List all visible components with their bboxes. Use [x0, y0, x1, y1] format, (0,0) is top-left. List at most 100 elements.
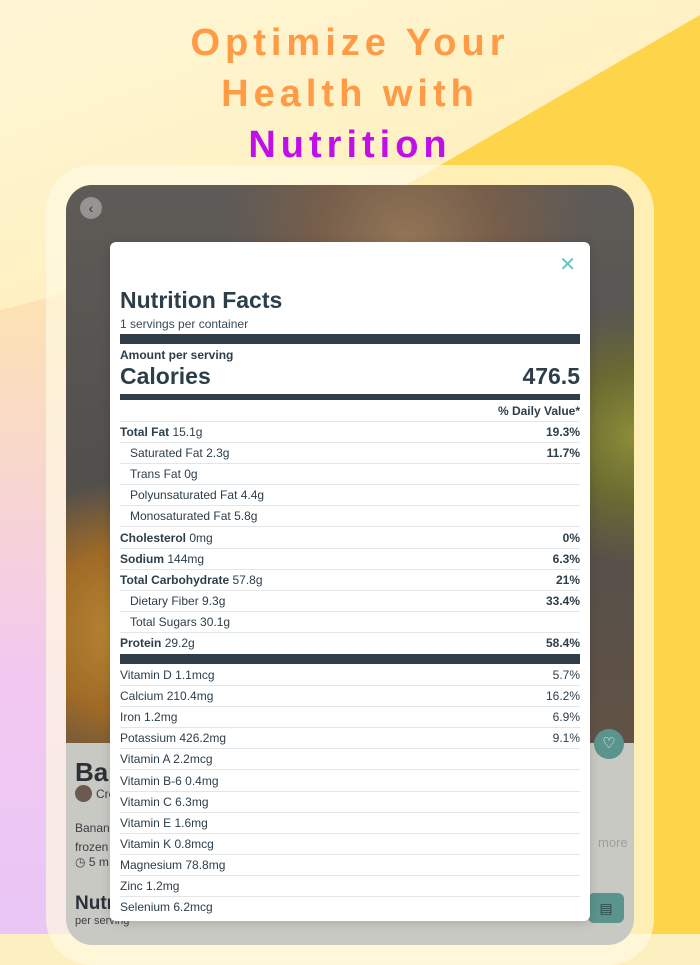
divider-thick-2 [120, 654, 580, 664]
nutrient-amount: 4.4g [240, 488, 265, 503]
nutrient-label: Saturated Fat [130, 446, 203, 461]
nutrient-row: Magnesium 78.8mg [120, 853, 580, 875]
nutrient-list: Total Fat 15.1g 19.3% Saturated Fat 2.3g 11… [120, 421, 580, 653]
nutrient-name: Saturated Fat 2.3g [120, 446, 229, 460]
nutrient-row: Total Carbohydrate 57.8g 21% [120, 568, 580, 590]
nutrient-label: Protein [120, 635, 162, 650]
desc-line1: Banana [75, 821, 117, 835]
nutrient-name: Calcium 210.4mg [120, 689, 213, 703]
nutrient-amount: 210.4mg [166, 689, 214, 704]
nutrient-amount: 9.3g [202, 593, 226, 608]
nutrient-name: Vitamin K 0.8mcg [120, 837, 214, 851]
daily-value-label: % Daily Value* [497, 404, 580, 418]
nutrient-percent: 6.3% [552, 551, 580, 566]
divider-medium [120, 394, 580, 400]
nutrient-row: Monosaturated Fat 5.8g [120, 505, 580, 526]
nutrient-amount: 6.3mg [175, 794, 209, 809]
nutrient-amount: 5.8g [234, 509, 258, 524]
nutrient-row: Selenium 6.2mcg [120, 896, 580, 917]
nutrient-name: Potassium 426.2mg [120, 731, 226, 745]
nutrient-name: Total Fat 15.1g [120, 425, 202, 439]
amount-label: Amount per serving [120, 348, 234, 362]
nutrient-label: Calcium [120, 689, 164, 704]
nutrient-label: Vitamin C [120, 794, 172, 809]
nutrient-label: Polyunsaturated Fat [130, 488, 238, 503]
nutrient-label: Total Carbohydrate [120, 572, 230, 587]
nutrient-name: Protein 29.2g [120, 636, 195, 650]
nutrient-row: Protein 29.2g 58.4% [120, 631, 580, 653]
nutrient-amount: 1.1mcg [175, 667, 215, 682]
nutrient-amount: 78.8mg [185, 857, 226, 872]
nutrient-label: Vitamin D [120, 667, 172, 682]
nutrient-percent: 6.9% [552, 710, 580, 725]
nutrient-row: Cholesterol 0mg 0% [120, 526, 580, 547]
prep-time: ◷ 5 m [75, 855, 109, 869]
nutrient-percent: 58.4% [545, 635, 580, 650]
more-link[interactable]: more [598, 835, 628, 850]
nutrient-row: Iron 1.2mg 6.9% [120, 706, 580, 727]
nutrient-amount: 29.2g [164, 635, 195, 650]
nutrient-amount: 0g [184, 467, 198, 482]
nutrient-amount: 0.8mcg [174, 836, 214, 851]
nutrient-row: Total Sugars 30.1g [120, 610, 580, 632]
nutrient-name: Monosaturated Fat 5.8g [120, 509, 257, 523]
headline: Optimize Your Health with Nutrition [0, 18, 700, 171]
close-icon[interactable]: ✕ [559, 254, 576, 276]
nutrient-amount: 15.1g [172, 425, 203, 440]
nutrient-amount: 1.2mg [146, 878, 180, 893]
nutrient-row: Vitamin D 1.1mcg 5.7% [120, 664, 580, 685]
nutrient-row: Vitamin A 2.2mcg [120, 748, 580, 769]
nutrient-name: Polyunsaturated Fat 4.4g [120, 488, 264, 502]
nutrient-label: Vitamin E [120, 815, 172, 830]
nutrient-name: Sodium 144mg [120, 552, 204, 566]
nutrient-row: Vitamin C 6.3mg [120, 790, 580, 812]
headline-accent: Nutrition [248, 124, 452, 166]
headline-line2: Health with [221, 73, 479, 115]
nutrient-percent: 21% [555, 572, 580, 587]
desc-line2: frozen [75, 840, 109, 854]
nutrition-search-icon[interactable]: ▤ [588, 893, 624, 923]
nutrient-label: Iron [120, 710, 141, 725]
nutrient-name: Vitamin B-6 0.4mg [120, 774, 219, 788]
heart-icon[interactable]: ♡ [594, 729, 624, 759]
nutrient-amount: 57.8g [232, 572, 263, 587]
nutrient-row: Calcium 210.4mg 16.2% [120, 685, 580, 706]
recipe-description: Banana frozen [75, 819, 116, 857]
nutrient-percent: 16.2% [545, 689, 580, 704]
calories-label: Calories [120, 363, 211, 389]
nutrient-row: Zinc 1.2mg [120, 874, 580, 896]
nutrient-amount: 426.2mg [179, 731, 227, 746]
clock-icon: ◷ [75, 855, 89, 869]
nutrient-percent: 33.4% [545, 593, 580, 608]
nutrient-label: Vitamin B-6 [120, 773, 182, 788]
nutrient-row: Vitamin K 0.8mcg [120, 832, 580, 854]
nutrient-name: Trans Fat 0g [120, 467, 198, 481]
avatar [75, 785, 92, 802]
nutrient-percent: 11.7% [546, 446, 580, 461]
nutrition-heading: Nutr [75, 893, 115, 914]
nutrient-percent: 5.7% [552, 667, 580, 682]
nutrient-row: Vitamin B-6 0.4mg [120, 769, 580, 790]
nutrient-name: Magnesium 78.8mg [120, 858, 225, 872]
nutrient-amount: 1.6mg [174, 815, 208, 830]
nutrient-label: Vitamin A [120, 752, 170, 767]
nutrient-name: Dietary Fiber 9.3g [120, 594, 225, 608]
headline-line1: Optimize Your [190, 22, 510, 64]
nutrient-amount: 144mg [167, 551, 205, 566]
nutrient-label: Total Sugars [130, 614, 197, 629]
nutrient-amount: 30.1g [200, 614, 231, 629]
nutrient-row: Dietary Fiber 9.3g 33.4% [120, 589, 580, 611]
vitamin-list: Vitamin D 1.1mcg 5.7% Calcium 210.4mg 16.2%… [120, 664, 580, 917]
nutrient-row: Sodium 144mg 6.3% [120, 547, 580, 569]
divider-thick [120, 334, 580, 344]
calories-value: 476.5 [522, 363, 580, 389]
nutrient-name: Selenium 6.2mcg [120, 900, 213, 914]
nutrient-label: Vitamin K [120, 836, 172, 851]
calories-row: Calories 476.5 [120, 363, 580, 390]
back-chevron-icon[interactable]: ‹ [80, 197, 102, 219]
nutrient-row: Saturated Fat 2.3g 11.7% [120, 442, 580, 463]
nutrient-name: Vitamin E 1.6mg [120, 816, 208, 830]
time-text: 5 m [88, 855, 109, 869]
nutrient-name: Total Carbohydrate 57.8g [120, 573, 263, 587]
nutrient-percent: 9.1% [552, 731, 580, 746]
